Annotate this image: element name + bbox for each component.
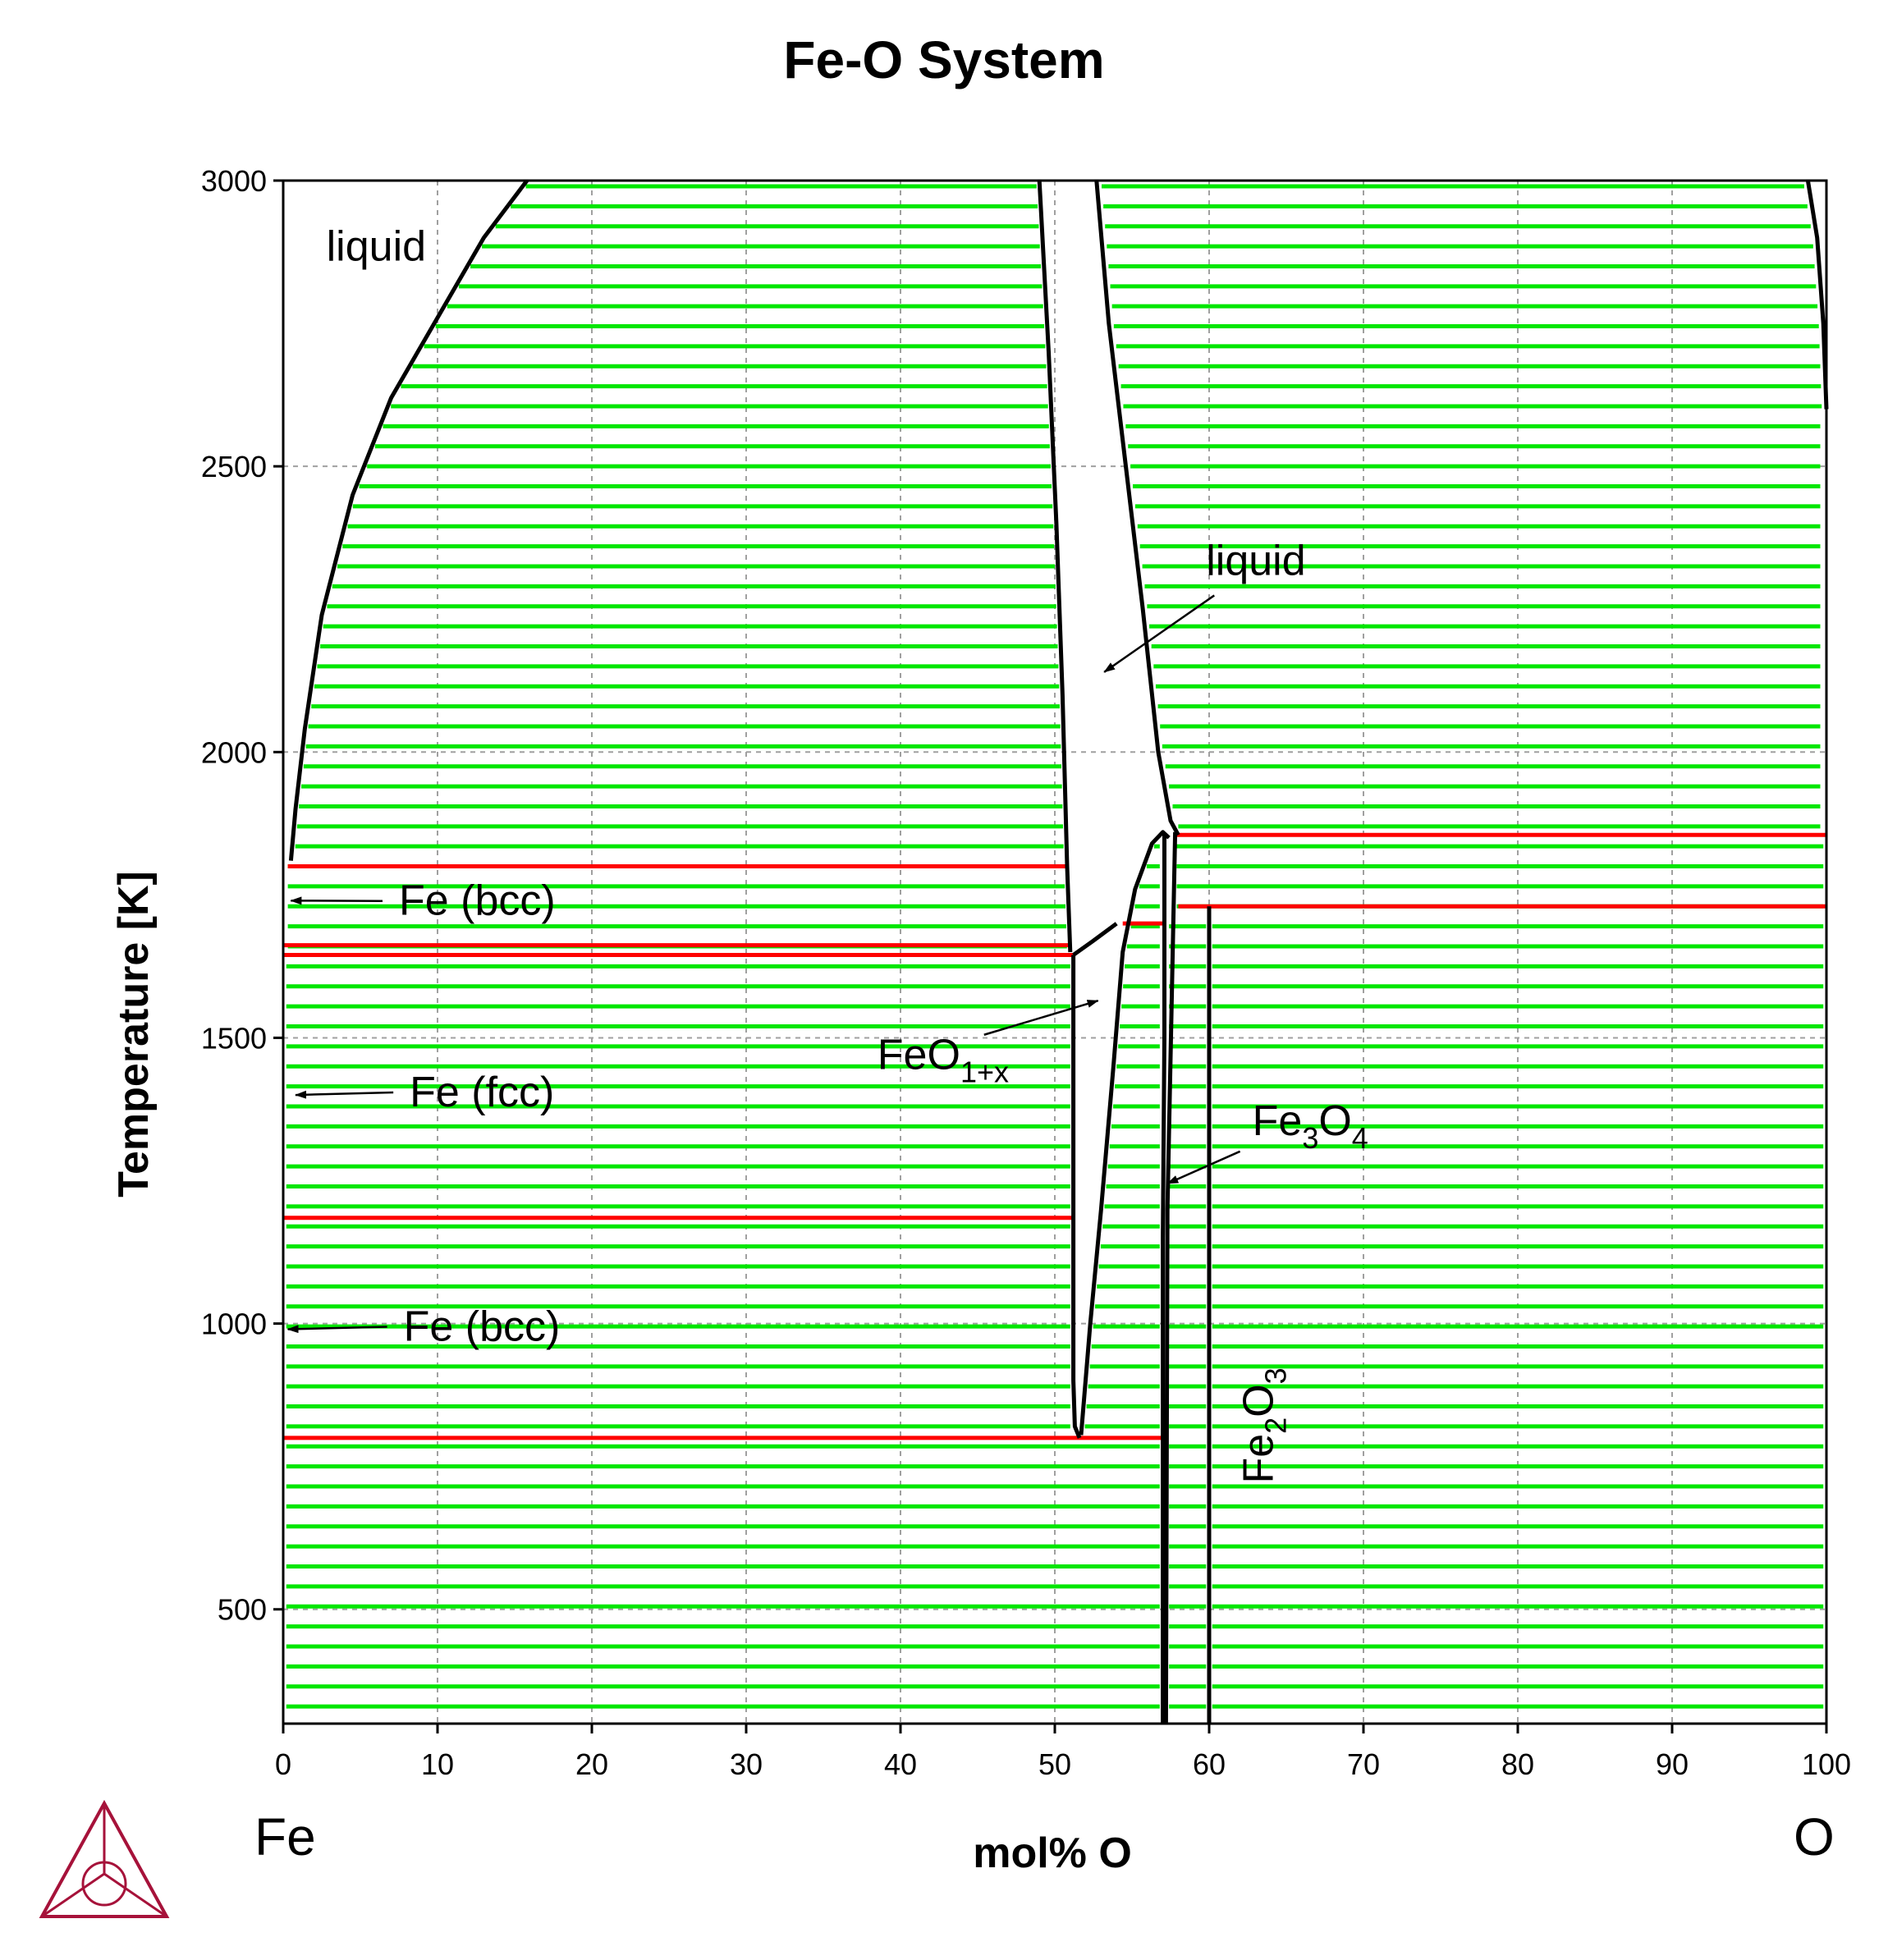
phase-boundary-fe3o4-left xyxy=(1161,835,1166,1724)
y-tick-label: 3000 xyxy=(201,164,267,198)
annotations: liquid liquid Fe (bcc) Fe (fcc) Fe (bcc) FeO1… xyxy=(286,222,1368,1484)
annotation-fe2o3: Fe2O3 xyxy=(1235,1367,1293,1483)
phase-boundary-feo-left xyxy=(1071,955,1082,1439)
y-tick-label: 2000 xyxy=(201,735,267,769)
thermo-calc-logo-icon xyxy=(39,1799,170,1918)
annotation-liquid-fe: liquid xyxy=(327,222,426,270)
phase-boundary-feo-right-top xyxy=(1072,922,1118,957)
y-tick-label: 500 xyxy=(218,1593,267,1627)
x-tick-label: 70 xyxy=(1347,1747,1380,1781)
x-axis-ticks: 0 10 20 30 40 50 60 70 80 90 100 xyxy=(275,1724,1851,1781)
x-tick-label: 40 xyxy=(884,1747,917,1781)
tie-lines xyxy=(286,184,1824,1709)
phase-boundary-feo-liquid-left xyxy=(1037,180,1073,953)
end-label-fe: Fe xyxy=(254,1807,316,1866)
x-tick-label: 90 xyxy=(1656,1747,1689,1781)
y-axis-ticks: 500 1000 1500 2000 2500 3000 xyxy=(201,164,283,1627)
annotation-feo: FeO1+x xyxy=(878,1032,1009,1089)
phase-boundary-fe3o4-right xyxy=(1163,831,1178,1724)
arrow-fe-bcc-low xyxy=(286,1325,387,1334)
invariant-lines xyxy=(283,832,1826,1440)
x-tick-label: 0 xyxy=(275,1747,291,1781)
phase-boundaries xyxy=(288,179,1829,1724)
x-tick-label: 80 xyxy=(1501,1747,1534,1781)
x-tick-label: 20 xyxy=(575,1747,608,1781)
arrow-liquid-oxide xyxy=(1103,594,1215,673)
grid xyxy=(283,181,1826,1724)
x-axis-label: mol% O xyxy=(973,1829,1132,1877)
annotation-fe3o4: Fe3O4 xyxy=(1253,1097,1368,1155)
y-tick-label: 1000 xyxy=(201,1307,267,1341)
arrow-fe3o4 xyxy=(1166,1150,1241,1185)
annotation-fe-bcc-low: Fe (bcc) xyxy=(404,1303,561,1350)
annotation-liquid-oxide: liquid xyxy=(1206,537,1305,584)
y-tick-label: 1500 xyxy=(201,1021,267,1055)
annotation-fe-fcc: Fe (fcc) xyxy=(410,1069,554,1116)
arrow-fe-fcc xyxy=(295,1090,394,1099)
end-label-o: O xyxy=(1794,1807,1835,1866)
arrow-feo xyxy=(983,999,1099,1036)
phase-boundary-o-liquidus xyxy=(1805,180,1829,410)
x-tick-label: 100 xyxy=(1802,1747,1851,1781)
chart-title: Fe-O System xyxy=(783,30,1104,89)
phase-boundary-fe-liquidus xyxy=(288,179,529,861)
phase-boundary-oxide-liquid-left xyxy=(1094,180,1180,836)
x-tick-label: 60 xyxy=(1193,1747,1226,1781)
x-tick-label: 10 xyxy=(421,1747,454,1781)
y-axis-label: Temperature [K] xyxy=(110,871,158,1198)
annotation-fe-bcc-high: Fe (bcc) xyxy=(399,877,556,925)
phase-boundary-feo-right xyxy=(1079,830,1171,1436)
x-tick-label: 50 xyxy=(1038,1747,1071,1781)
y-tick-label: 2500 xyxy=(201,450,267,483)
x-tick-label: 30 xyxy=(730,1747,763,1781)
